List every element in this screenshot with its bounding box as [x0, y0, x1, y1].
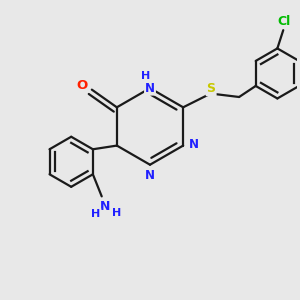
Text: N: N [145, 82, 155, 95]
Text: N: N [100, 200, 110, 213]
Text: N: N [189, 138, 199, 151]
Text: H: H [112, 208, 121, 218]
Text: H: H [141, 71, 150, 81]
Text: Cl: Cl [277, 15, 290, 28]
Text: N: N [145, 169, 155, 182]
Text: S: S [207, 82, 216, 95]
Text: H: H [91, 209, 101, 219]
Text: O: O [76, 79, 87, 92]
